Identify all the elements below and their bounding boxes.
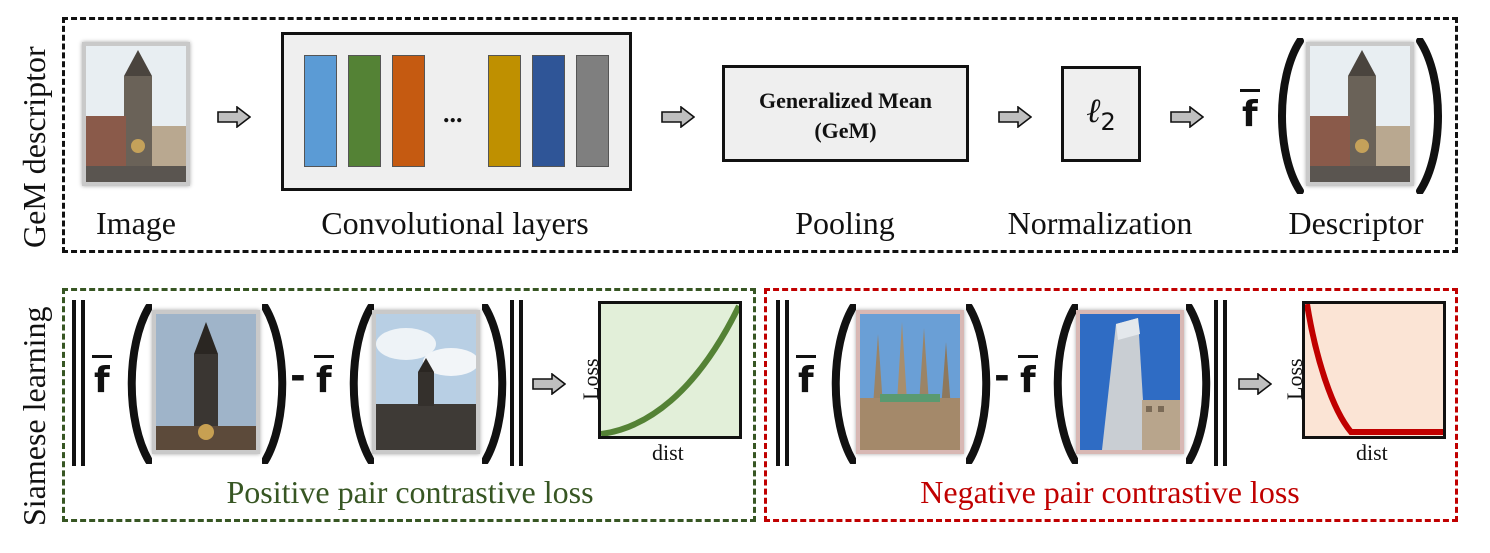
sagrada-familia-photo [860,314,960,450]
arrow-right-icon [1170,106,1204,128]
descriptor-f-symbol: f [1240,89,1260,135]
l2-symbol: ℓ [1086,93,1101,130]
left-paren-icon [1053,304,1078,464]
positive-plot-xlabel: dist [652,440,684,465]
positive-f-symbol-2: f [314,355,334,401]
sagrada-familia-photo-box [856,310,964,454]
negative-f-symbol-1: f [796,355,816,401]
positive-plot-ylabel: Loss [578,358,603,400]
positive-pair-box [62,288,756,522]
skyscraper-photo-box [1076,310,1184,454]
conv-layer-bar [348,55,381,167]
pooling-box-line1: Generalized Mean [759,88,932,113]
right-paren-icon [966,304,991,464]
positive-minus: - [290,354,306,398]
gem-pooling-box: Generalized Mean (GeM) [722,65,969,162]
arrow-right-icon [217,106,251,128]
tower-photo-descriptor [1306,42,1414,186]
conv-layer-bar [532,55,565,167]
negative-loss-plot [1302,301,1446,439]
conv-layer-bar [488,55,521,167]
negative-plot-xlabel: dist [1356,440,1388,465]
normalization-caption: Normalization [1007,205,1193,241]
norm-bars-right-icon [1214,300,1228,466]
norm-bars-left-icon [776,300,790,466]
right-paren-icon [1186,304,1211,464]
positive-loss-plot [598,301,742,439]
city-hall-photo [376,314,476,450]
negative-f-letter-2: f [1020,360,1036,401]
arrow-right-icon [998,106,1032,128]
left-paren-icon [1278,38,1304,194]
positive-pair-title: Positive pair contrastive loss [226,474,594,510]
city-hall-photo-a [152,310,260,454]
l2-normalization-box: ℓ2 [1061,66,1141,162]
city-hall-photo [156,314,256,450]
negative-loss-curve [1305,304,1443,435]
negative-plot-ylabel: Loss [1282,358,1307,400]
arrow-right-icon [1238,373,1272,395]
conv-layer-bar [576,55,609,167]
positive-loss-curve [601,304,739,436]
conv-layer-bar [392,55,425,167]
tower-photo [86,46,186,182]
norm-bars-left-icon [72,300,86,466]
siamese-learning-label: Siamese learning [16,306,52,526]
negative-minus: - [994,354,1010,398]
skyscraper-photo [1080,314,1180,450]
l2-subscript: 2 [1100,108,1116,136]
left-paren-icon [349,304,374,464]
negative-f-symbol-2: f [1018,355,1038,401]
descriptor-caption: Descriptor [1288,205,1424,241]
negative-loss-curve-svg [1305,304,1443,435]
positive-f-letter-1: f [94,360,110,401]
city-hall-photo-b [372,310,480,454]
negative-pair-box [764,288,1458,522]
arrow-right-icon [532,373,566,395]
tower-photo-input [82,42,190,186]
gem-descriptor-label: GeM descriptor [16,46,52,248]
gem-descriptor-box [62,17,1458,253]
conv-layers-box: ... [281,32,632,191]
right-paren-icon [1416,38,1442,194]
positive-f-letter-2: f [316,360,332,401]
pooling-caption: Pooling [795,205,895,241]
right-paren-icon [482,304,507,464]
positive-loss-curve-svg [601,304,739,436]
positive-f-symbol-1: f [92,355,112,401]
left-paren-icon [831,304,856,464]
conv-ellipsis: ... [443,99,463,128]
descriptor-f-letter: f [1242,94,1258,135]
image-caption: Image [96,205,176,241]
conv-caption: Convolutional layers [321,205,589,241]
pooling-box-line2: (GeM) [814,118,877,143]
tower-photo [1310,46,1410,182]
arrow-right-icon [661,106,695,128]
negative-pair-title: Negative pair contrastive loss [920,474,1300,510]
norm-bars-right-icon [510,300,524,466]
right-paren-icon [262,304,287,464]
conv-layer-bar [304,55,337,167]
negative-f-letter-1: f [798,360,814,401]
left-paren-icon [127,304,152,464]
